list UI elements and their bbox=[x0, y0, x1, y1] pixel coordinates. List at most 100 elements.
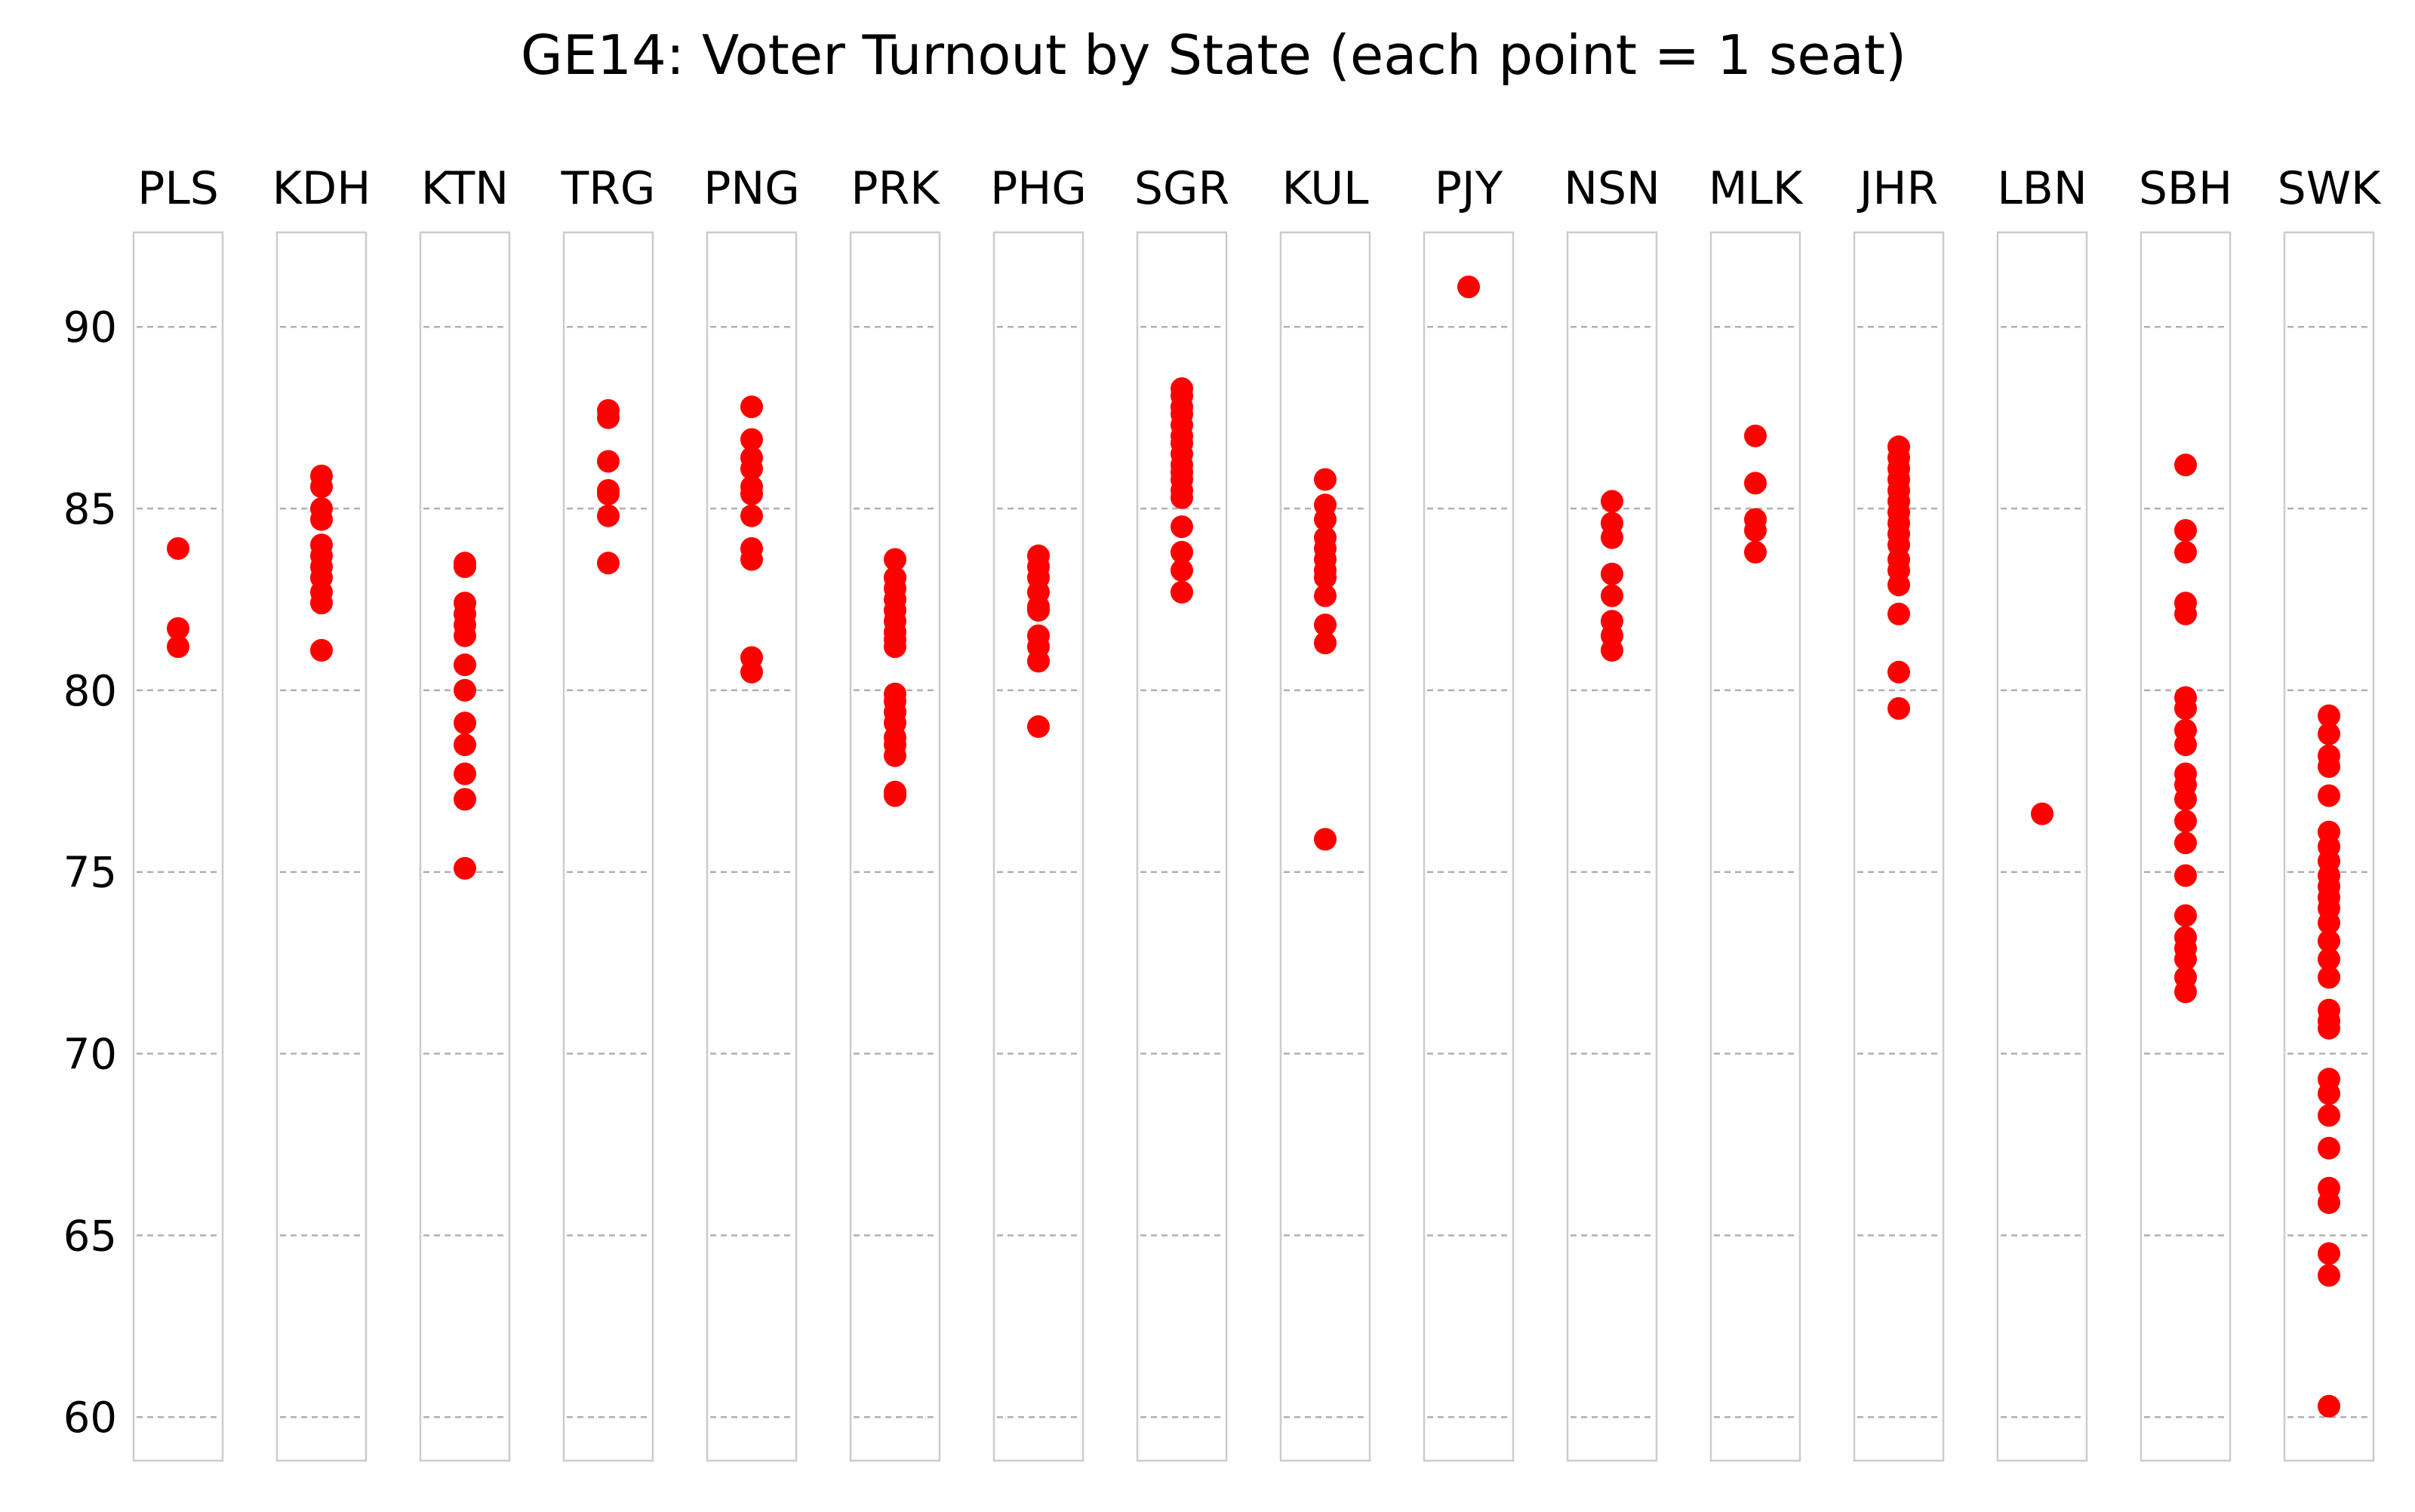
panel-title: LBN bbox=[1997, 162, 2087, 215]
seat-point bbox=[2318, 911, 2340, 935]
state-panel-sgr: SGR bbox=[1134, 162, 1229, 1462]
panel-frame bbox=[419, 231, 511, 1462]
state-panel-png: PNG bbox=[703, 162, 800, 1462]
panel-title: SGR bbox=[1134, 162, 1229, 215]
panel-title: SBH bbox=[2139, 162, 2232, 215]
seat-point bbox=[2174, 831, 2197, 855]
seat-point bbox=[1601, 638, 1623, 662]
state-panel-kul: KUL bbox=[1279, 162, 1371, 1462]
panel-title: KTN bbox=[421, 162, 509, 215]
panel-frame bbox=[706, 231, 798, 1462]
seat-point bbox=[454, 653, 476, 677]
seat-point bbox=[2318, 784, 2340, 807]
panel-title: PRK bbox=[851, 162, 940, 215]
seat-point bbox=[2174, 788, 2197, 811]
seat-point bbox=[167, 617, 189, 641]
panel-frame bbox=[2283, 231, 2375, 1462]
panel-frame bbox=[1996, 231, 2088, 1462]
panel-title: PNG bbox=[703, 162, 800, 215]
seat-point bbox=[310, 592, 333, 615]
seat-point bbox=[2318, 1264, 2340, 1287]
seat-point bbox=[1027, 598, 1050, 622]
seat-point bbox=[2174, 904, 2197, 927]
seat-point bbox=[1171, 580, 1193, 604]
seat-point bbox=[2318, 948, 2340, 971]
seat-point bbox=[2174, 733, 2197, 757]
seat-point bbox=[454, 624, 476, 647]
seat-point bbox=[884, 635, 906, 659]
seat-point bbox=[167, 537, 189, 561]
seat-point bbox=[1314, 584, 1337, 607]
seat-point bbox=[1314, 613, 1337, 637]
seat-point bbox=[1314, 632, 1337, 655]
seat-point bbox=[2318, 1242, 2340, 1265]
seat-point bbox=[1744, 518, 1767, 542]
panel-frame bbox=[562, 231, 654, 1462]
seat-point bbox=[454, 555, 476, 579]
seat-point bbox=[2174, 453, 2197, 477]
panel-title: PHG bbox=[990, 162, 1087, 215]
seat-point bbox=[740, 457, 763, 481]
seat-point bbox=[1887, 573, 1910, 597]
panel-frame bbox=[849, 231, 941, 1462]
seat-point bbox=[1314, 566, 1337, 589]
seat-point bbox=[454, 856, 476, 880]
seat-point bbox=[454, 788, 476, 811]
seat-point bbox=[597, 482, 620, 506]
seat-point bbox=[310, 638, 333, 662]
panel-frame bbox=[1279, 231, 1371, 1462]
state-panel-pjy: PJY bbox=[1423, 162, 1515, 1462]
seat-point bbox=[1744, 540, 1767, 564]
seat-point bbox=[2318, 1082, 2340, 1105]
seat-point bbox=[740, 482, 763, 506]
seat-point bbox=[2174, 948, 2197, 971]
seat-point bbox=[2174, 518, 2197, 542]
panel-frame bbox=[2140, 231, 2232, 1462]
seat-point bbox=[310, 508, 333, 531]
seat-point bbox=[2318, 704, 2340, 727]
seat-point bbox=[884, 744, 906, 767]
seat-point bbox=[2174, 810, 2197, 833]
state-panel-mlk: MLK bbox=[1709, 162, 1804, 1462]
seat-point bbox=[2174, 540, 2197, 564]
panel-title: NSN bbox=[1564, 162, 1660, 215]
seat-point bbox=[2318, 930, 2340, 953]
seat-point bbox=[2174, 696, 2197, 720]
state-panel-trg: TRG bbox=[561, 162, 655, 1462]
panel-frame bbox=[1709, 231, 1801, 1462]
seat-point bbox=[454, 762, 476, 785]
seat-point bbox=[1027, 650, 1050, 673]
seat-point bbox=[1171, 540, 1193, 564]
y-tick-label: 90 bbox=[63, 303, 117, 352]
panel-title: KDH bbox=[272, 162, 371, 215]
panel-frame bbox=[1853, 231, 1945, 1462]
panel-frame bbox=[1423, 231, 1515, 1462]
panel-frame bbox=[132, 231, 224, 1462]
seat-point bbox=[1601, 584, 1623, 607]
state-panel-jhr: JHR bbox=[1853, 162, 1945, 1462]
state-panel-pls: PLS bbox=[132, 162, 224, 1462]
seat-point bbox=[2318, 1104, 2340, 1127]
seat-point bbox=[2318, 1136, 2340, 1160]
seat-point bbox=[740, 660, 763, 684]
seat-point bbox=[454, 733, 476, 757]
state-panel-phg: PHG bbox=[990, 162, 1087, 1462]
seat-point bbox=[2318, 1191, 2340, 1215]
seat-point bbox=[2318, 966, 2340, 989]
seat-point bbox=[597, 504, 620, 527]
seat-point bbox=[740, 428, 763, 451]
seat-point bbox=[2174, 864, 2197, 887]
seat-point bbox=[1457, 275, 1480, 299]
seat-point bbox=[454, 678, 476, 702]
seat-point bbox=[1171, 486, 1193, 509]
panel-title: JHR bbox=[1857, 162, 1939, 215]
seat-point bbox=[1887, 696, 1910, 720]
panel-frame bbox=[1566, 231, 1658, 1462]
state-panel-sbh: SBH bbox=[2139, 162, 2232, 1462]
y-tick-label: 60 bbox=[63, 1394, 117, 1443]
state-panel-swk: SWK bbox=[2278, 162, 2382, 1462]
chart-title: GE14: Voter Turnout by State (each point… bbox=[521, 23, 1906, 87]
y-tick-label: 65 bbox=[63, 1212, 117, 1261]
